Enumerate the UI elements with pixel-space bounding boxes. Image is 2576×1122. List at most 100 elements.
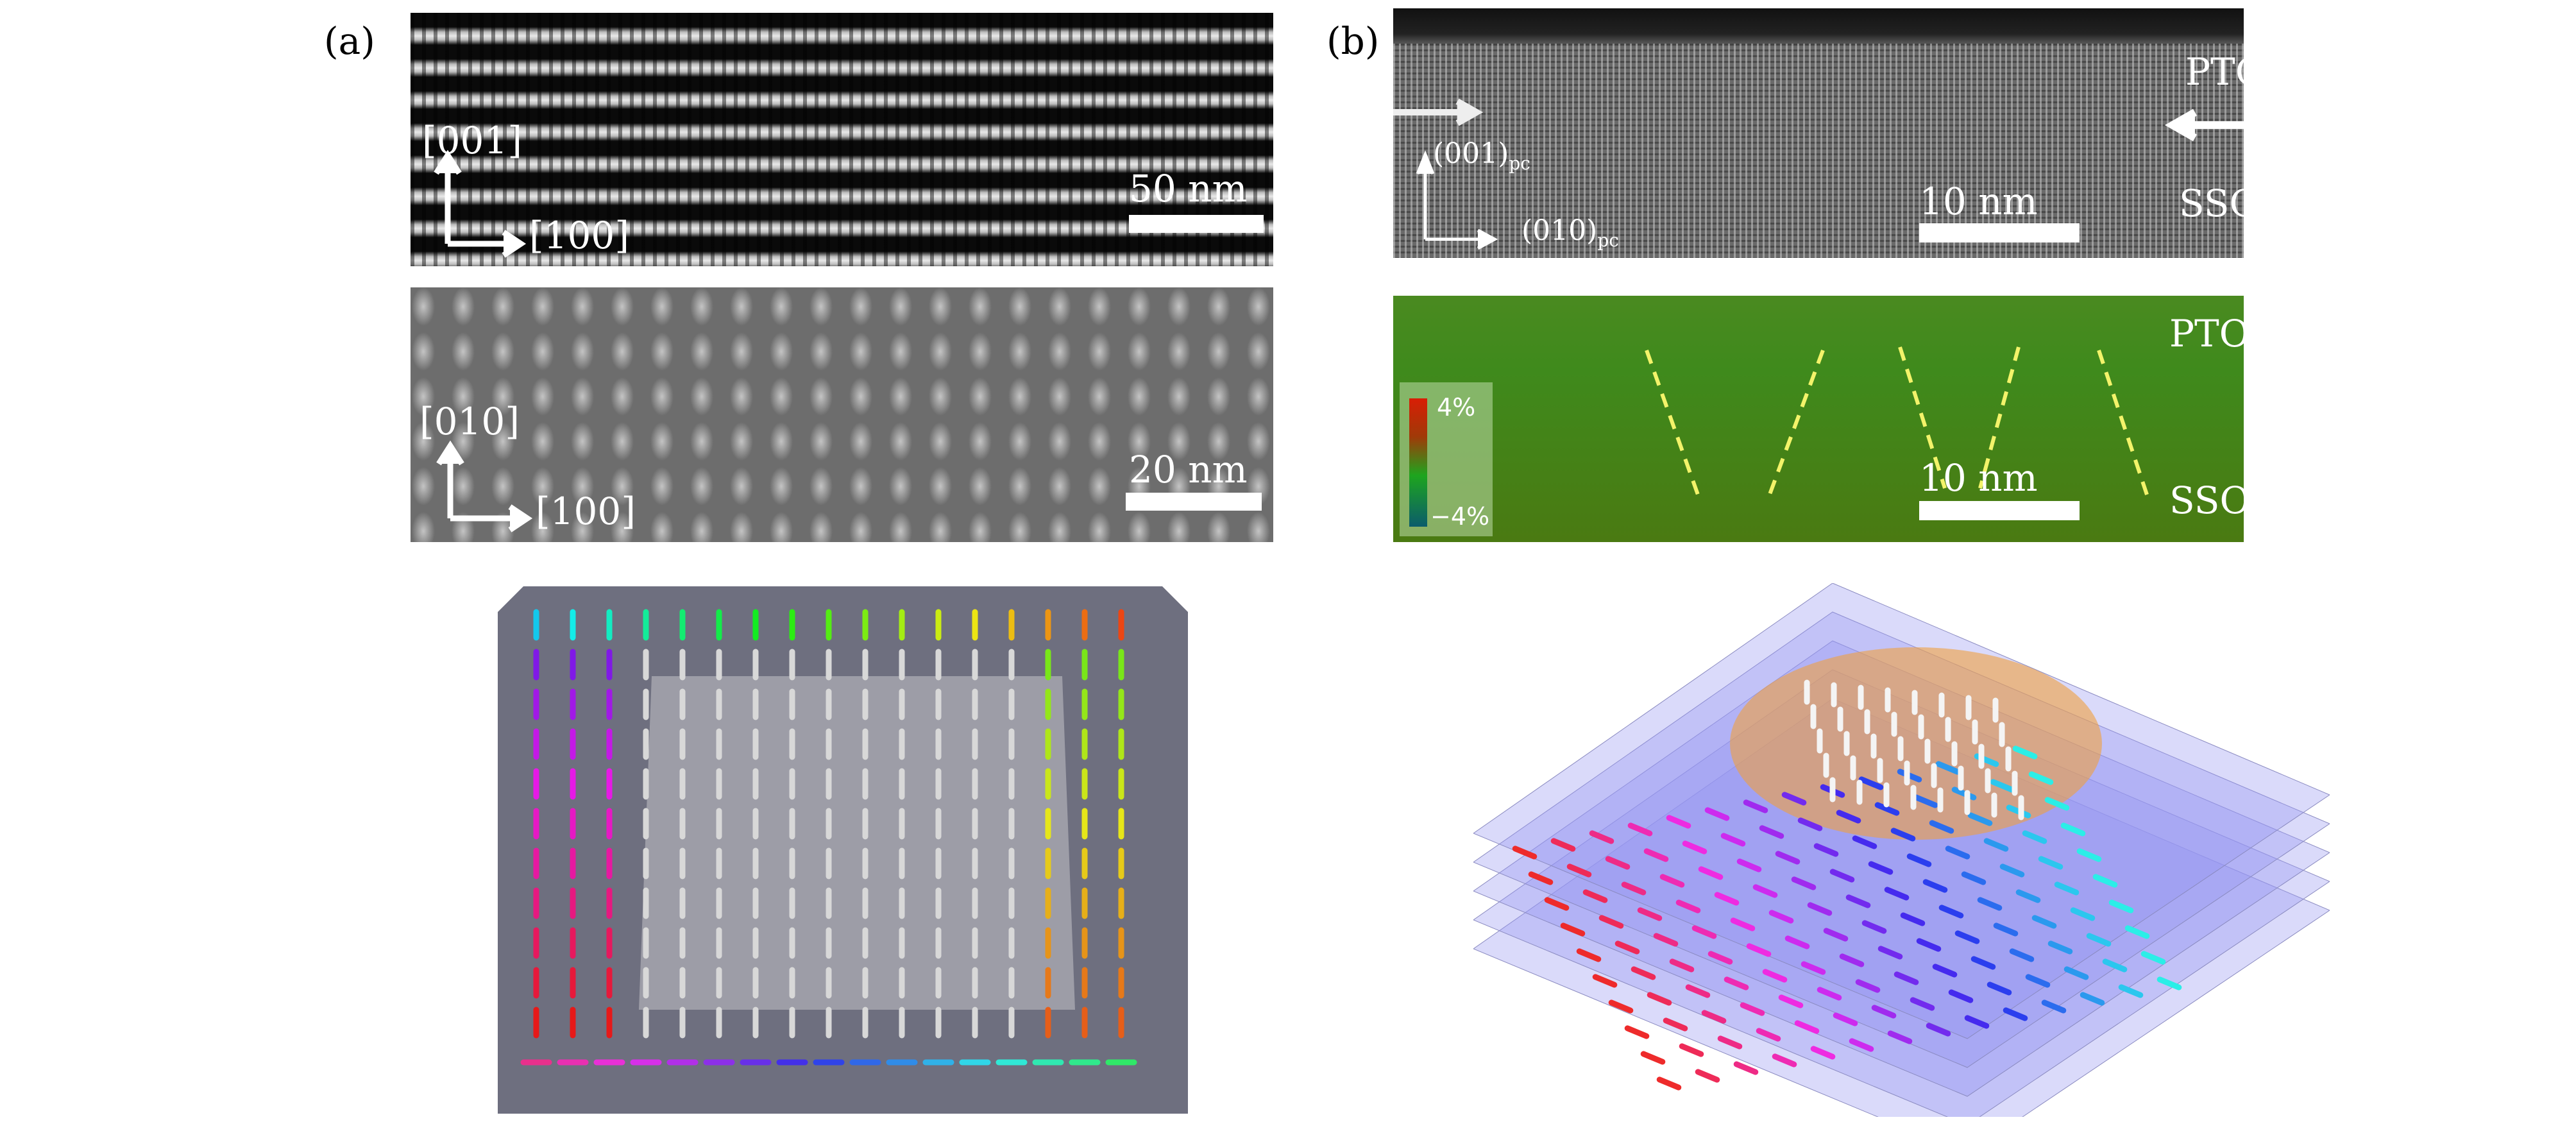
polarization-arrow bbox=[1707, 951, 1733, 965]
polarization-arrow bbox=[1967, 812, 1993, 826]
polarization-arrow bbox=[2070, 907, 2096, 921]
polarization-arrow bbox=[1887, 1030, 1913, 1044]
polarization-arrow bbox=[1631, 966, 1656, 980]
layer-plane bbox=[1473, 611, 2330, 1068]
polarization-arrow bbox=[1512, 846, 1538, 860]
layer-label-sso: SSO bbox=[2179, 182, 2244, 225]
polarization-arrow bbox=[1704, 807, 1730, 821]
polarization-arrow bbox=[1724, 976, 1749, 990]
polarization-arrow bbox=[1874, 802, 1900, 816]
polarization-arrow bbox=[1852, 835, 1877, 849]
polarization-arrow bbox=[2041, 999, 2067, 1014]
polarization-arrow bbox=[1778, 994, 1804, 1008]
polarization-arrow bbox=[2140, 951, 2166, 965]
polarization-arrow bbox=[1954, 930, 1980, 944]
polarization-arrow bbox=[1938, 905, 1964, 919]
polarization-arrow bbox=[1987, 982, 2012, 996]
haadf-stem-image: PTO SSO (001)pc (010)pc 10 nm bbox=[1393, 8, 2244, 258]
polarization-arrow bbox=[1833, 1012, 1858, 1026]
polarization-arrow bbox=[1877, 946, 1903, 960]
polarization-arrow bbox=[1781, 792, 1807, 806]
polarization-arrow bbox=[1849, 1038, 1874, 1052]
polarization-arrow bbox=[1861, 920, 1887, 934]
polarization-arrow bbox=[1858, 776, 1884, 790]
polarization-arrow bbox=[1797, 817, 1823, 831]
polarization-arrow bbox=[2060, 822, 2086, 837]
stem-cross-section-image: [001] [100] 50 nm bbox=[411, 13, 1273, 266]
polarization-arrow bbox=[1717, 1035, 1743, 1050]
polarization-arrow bbox=[1990, 779, 2015, 793]
strain-map: 4% −4% PTO SSO 10 nm bbox=[1393, 296, 2244, 542]
polarization-arrow bbox=[2108, 899, 2134, 914]
axis-label-vertical: [001] bbox=[422, 119, 522, 162]
polarization-arrow bbox=[1836, 810, 1861, 824]
polarization-arrow bbox=[1624, 1025, 1650, 1039]
colorbar bbox=[1409, 398, 1427, 527]
polarization-arrow bbox=[2025, 974, 2051, 988]
polarization-arrow bbox=[1784, 935, 1810, 949]
polarization-arrow bbox=[1640, 1051, 1666, 1065]
polarization-arrow bbox=[1961, 871, 1987, 885]
polarization-arrow bbox=[2124, 925, 2150, 939]
polarization-arrow bbox=[1868, 861, 1894, 875]
polarization-arrow bbox=[2012, 745, 2038, 760]
polarization-arrow bbox=[1813, 843, 1839, 857]
panel-a-label: (a) bbox=[324, 19, 375, 63]
polarization-arrows bbox=[1512, 679, 2182, 1091]
polarization-arrow bbox=[1759, 825, 1784, 839]
scale-bar-label: 50 nm bbox=[1129, 167, 1248, 210]
polarization-arrow bbox=[1935, 761, 1961, 775]
polarization-arrow bbox=[2092, 874, 2118, 888]
polarization-arrow bbox=[1740, 1002, 1765, 1016]
polarization-arrow bbox=[1775, 851, 1801, 865]
scale-bar bbox=[1919, 501, 2080, 520]
polarization-arrow bbox=[1913, 794, 1938, 808]
polarization-arrow bbox=[1951, 786, 1977, 801]
polarization-arrow bbox=[1576, 948, 1602, 962]
scale-bar-label: 10 nm bbox=[1919, 456, 2038, 500]
polarization-arrow bbox=[1871, 1005, 1897, 1019]
polarization-arrow bbox=[1592, 974, 1618, 988]
layer-label-pto: PTO bbox=[2185, 50, 2244, 94]
polarization-arrow bbox=[1752, 884, 1778, 898]
scale-bar bbox=[1126, 493, 1262, 511]
axis-label-vertical: (001)pc bbox=[1433, 140, 1530, 173]
polarization-arrow bbox=[1890, 828, 1916, 842]
polarization-arrow bbox=[2009, 948, 2035, 962]
polarization-arrow bbox=[1669, 958, 1695, 973]
polarization-arrow bbox=[1643, 848, 1669, 862]
axis-label-vertical-sub: pc bbox=[1509, 152, 1530, 174]
polarization-arrow bbox=[2118, 984, 2144, 998]
polarization-arrow bbox=[1884, 887, 1910, 901]
polarization-arrow bbox=[1929, 820, 1954, 834]
polarization-arrow bbox=[2102, 958, 2128, 973]
panel-b-label: (b) bbox=[1326, 19, 1380, 63]
polarization-arrow bbox=[1894, 971, 1919, 985]
axis-arrows-icon bbox=[1393, 98, 2244, 250]
skyrmion-core bbox=[1730, 647, 2102, 840]
polarization-arrow bbox=[1768, 910, 1794, 924]
polarization-arrow bbox=[1659, 874, 1685, 888]
axis-label-horizontal-sub: pc bbox=[1597, 229, 1619, 251]
polarization-arrow bbox=[1817, 987, 1842, 1001]
polarization-arrow bbox=[2047, 940, 2073, 955]
polarization-arrow bbox=[1922, 879, 1948, 893]
polarization-arrow bbox=[1605, 856, 1631, 870]
polarization-arrow bbox=[1932, 964, 1958, 978]
stem-plan-view-image: [010] [100] 20 nm bbox=[411, 287, 1273, 542]
polarization-arrow bbox=[1566, 863, 1592, 878]
polarization-arrow bbox=[1544, 897, 1570, 911]
axis-label-vertical-main: (001) bbox=[1433, 137, 1509, 170]
polarization-arrow bbox=[1647, 992, 1672, 1006]
scale-bar bbox=[1919, 223, 2080, 242]
polarization-arrows bbox=[520, 609, 1137, 1066]
polarization-arrow bbox=[2003, 1007, 2028, 1021]
polarization-arrow bbox=[2080, 992, 2105, 1006]
polarization-arrow bbox=[1794, 1020, 1820, 1034]
polarization-arrow bbox=[1675, 899, 1701, 914]
inner-plane bbox=[639, 676, 1075, 1010]
polarization-arrow bbox=[1656, 1076, 1682, 1091]
domain-boundary-lines bbox=[1645, 346, 2149, 499]
polarization-arrow bbox=[1970, 956, 1996, 970]
polarization-arrow bbox=[1845, 894, 1871, 908]
